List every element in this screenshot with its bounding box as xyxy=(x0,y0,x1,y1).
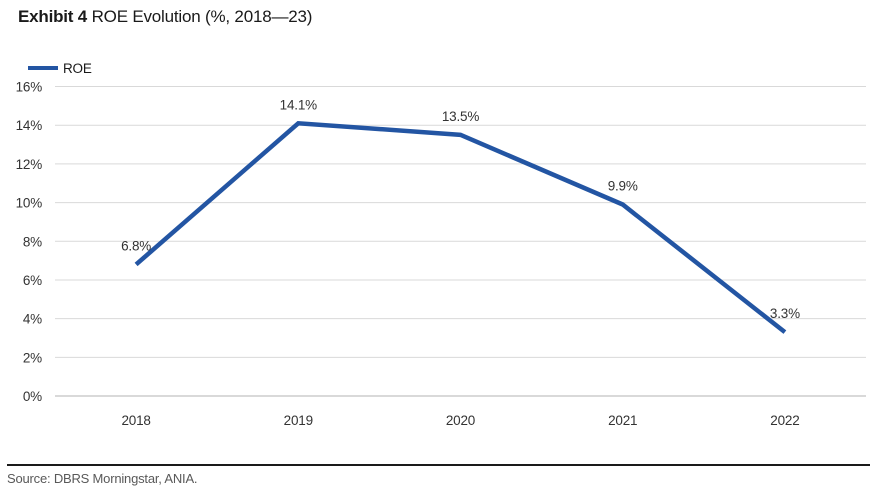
y-axis-label: 12% xyxy=(16,157,43,172)
roe-line-swatch xyxy=(28,65,58,71)
roe-line xyxy=(134,120,787,334)
source-note: Source: DBRS Morningstar, ANIA. xyxy=(7,471,198,486)
point-label: 9.9% xyxy=(608,178,638,193)
legend-label-roe: ROE xyxy=(63,60,92,76)
y-axis-label: 16% xyxy=(16,80,43,95)
roe-line-chart: 0% 2% 4% 6% 8% 10% 12% 14% 16% 2018 2019 2020 2021 20… xyxy=(16,80,866,428)
y-axis-label: 6% xyxy=(23,273,42,288)
point-label: 13.5% xyxy=(442,109,479,124)
legend: ROE xyxy=(28,60,92,76)
x-axis-label: 2021 xyxy=(608,413,637,428)
y-axis-label: 2% xyxy=(23,350,42,365)
chart-title: Exhibit 4 ROE Evolution (%, 2018—23) xyxy=(18,7,312,27)
x-axis-label: 2018 xyxy=(121,413,150,428)
y-axis-label: 4% xyxy=(23,312,42,327)
chart-title-prefix: Exhibit 4 xyxy=(18,7,88,26)
point-label: 14.1% xyxy=(280,97,317,112)
x-axis-label: 2022 xyxy=(770,413,799,428)
y-axis-label: 10% xyxy=(16,196,43,211)
y-axis-label: 0% xyxy=(23,389,42,404)
x-axis-label: 2019 xyxy=(284,413,313,428)
plot-area: 0% 2% 4% 6% 8% 10% 12% 14% 16% 2018 2019 2020 2021 20… xyxy=(16,80,866,428)
footer-divider xyxy=(7,464,870,466)
x-axis-label: 2020 xyxy=(446,413,475,428)
y-axis-label: 14% xyxy=(16,118,43,133)
chart-title-text: ROE Evolution (%, 2018—23) xyxy=(91,7,313,26)
y-axis-label: 8% xyxy=(23,234,42,249)
point-label: 6.8% xyxy=(121,238,151,253)
point-label: 3.3% xyxy=(770,306,800,321)
